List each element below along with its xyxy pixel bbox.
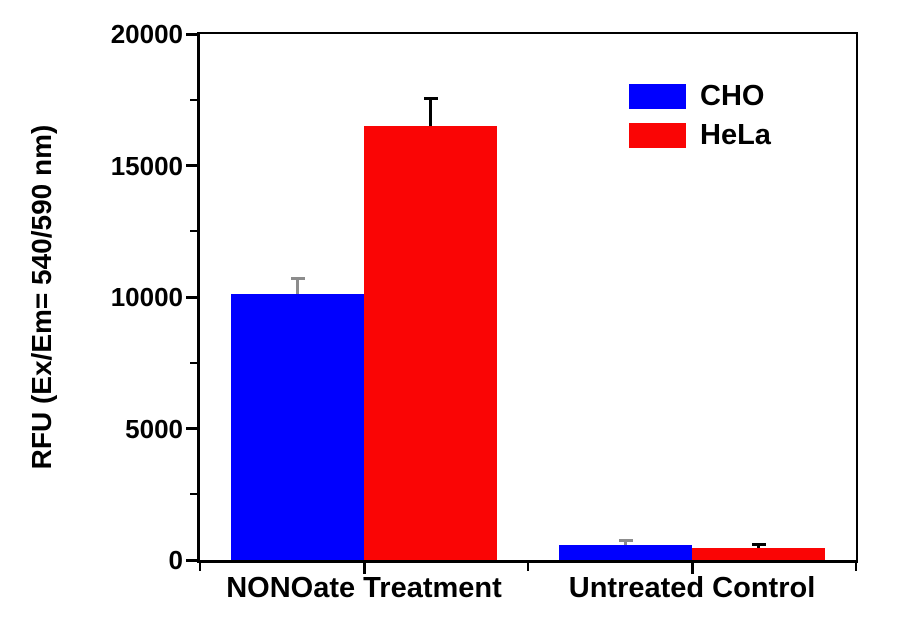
- legend: CHO HeLa: [629, 80, 771, 151]
- bar-hela-untreated-control: [692, 547, 825, 560]
- error-bar-stem: [296, 278, 299, 295]
- y-tick-label: 5000: [125, 413, 183, 444]
- x-axis-major-tick: [690, 563, 694, 574]
- error-bar-cap: [751, 543, 766, 547]
- x-axis-boundary-tick: [527, 563, 529, 571]
- error-bar-stem: [624, 540, 627, 546]
- error-bar-stem: [429, 98, 432, 127]
- y-axis-minor-tick: [190, 361, 197, 364]
- error-bar-cap: [423, 97, 438, 101]
- y-axis-minor-tick: [190, 493, 197, 496]
- y-axis-major-tick: [186, 32, 197, 36]
- category-label-untreated-control: Untreated Control: [568, 572, 816, 604]
- bar-hela-nonoate-treatment: [364, 126, 497, 560]
- legend-label-hela: HeLa: [700, 119, 771, 151]
- y-tick-label: 20000: [110, 19, 183, 49]
- y-axis-major-tick: [186, 295, 197, 299]
- legend-swatch-hela: [629, 123, 686, 148]
- category-label-nonoate-treatment: NONOate Treatment: [226, 572, 502, 604]
- x-axis-major-tick: [362, 563, 366, 574]
- y-tick-label: 15000: [110, 150, 183, 181]
- bar-cho-untreated-control: [559, 545, 692, 560]
- y-axis-minor-tick: [190, 230, 197, 233]
- y-axis-major-tick: [186, 164, 197, 167]
- legend-item-hela: HeLa: [629, 119, 771, 151]
- x-axis-boundary-tick: [199, 563, 201, 571]
- error-bar-cap: [290, 277, 305, 281]
- plot-area: CHO HeLa: [186, 32, 858, 574]
- error-bar-cap: [618, 539, 633, 543]
- x-axis-boundary-tick: [855, 563, 857, 571]
- y-tick-label: 10000: [110, 282, 183, 312]
- bar-cho-nonoate-treatment: [231, 294, 364, 560]
- y-axis-major-tick: [186, 427, 197, 430]
- legend-label-cho: CHO: [700, 80, 765, 112]
- y-tick-label: 0: [168, 545, 183, 575]
- legend-swatch-cho: [629, 84, 686, 109]
- y-axis-minor-tick: [190, 98, 197, 101]
- y-axis-major-tick: [186, 558, 197, 562]
- legend-item-cho: CHO: [629, 80, 771, 112]
